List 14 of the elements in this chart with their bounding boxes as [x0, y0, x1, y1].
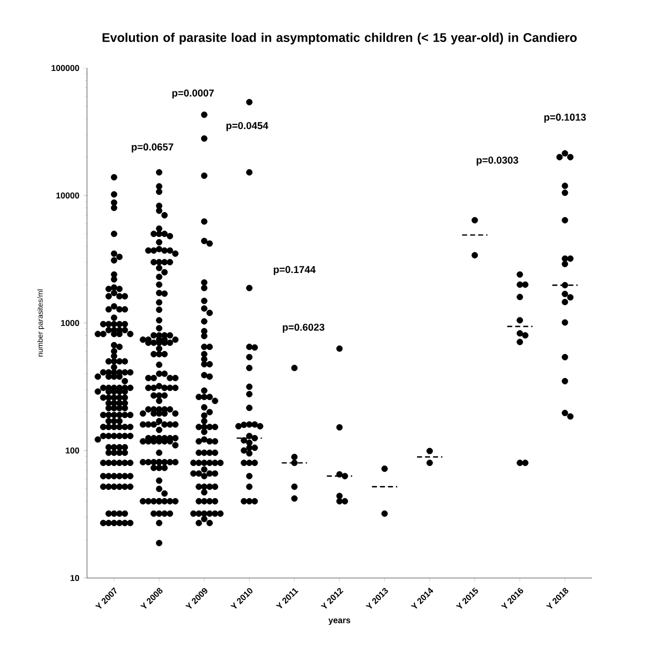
annotation: p=0.1744	[274, 266, 316, 276]
annotation: p=0.1013	[544, 114, 586, 123]
chart-title: Evolution of parasite load in asymptomatic children (< 15 year-old) in Candiero	[102, 32, 577, 44]
annotation: p=0.0007	[172, 90, 214, 99]
y-tick-label: 10000	[56, 192, 80, 198]
annotation: p=0.0657	[132, 143, 174, 152]
y-tick-label: 100	[66, 447, 80, 454]
annotation: p=0.0303	[476, 156, 518, 166]
annotation: p=0.6023	[282, 324, 324, 333]
y-tick-label: 10	[70, 574, 80, 581]
x-axis-title: years	[328, 618, 350, 625]
y-tick-label: 100000	[52, 64, 80, 71]
annotation: p=0.0454	[226, 122, 268, 132]
y-tick-label: 1000	[61, 320, 80, 326]
